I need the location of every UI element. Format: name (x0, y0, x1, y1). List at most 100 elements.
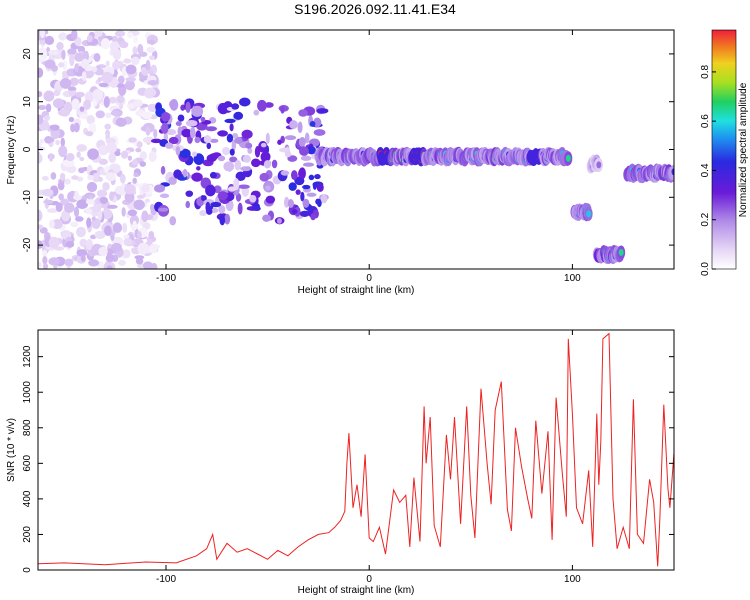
spectrogram-cell (169, 98, 179, 111)
spectrogram-cell (105, 142, 117, 154)
spectrogram-x-tick-label: 0 (366, 273, 372, 284)
spectrogram-cell (58, 193, 65, 201)
spectrogram-cell (154, 184, 166, 193)
spectrogram-cell (206, 142, 212, 150)
colorbar-gradient (711, 29, 737, 270)
spectrogram-cell (76, 151, 81, 159)
spectrogram-cell (58, 145, 68, 158)
spectrogram-cell (78, 167, 85, 174)
spectrogram-cell (287, 155, 298, 162)
spectrogram-cell (185, 119, 198, 127)
spectrogram-cell (313, 129, 326, 136)
spectrogram-cell (181, 128, 192, 138)
snr-background (38, 330, 674, 570)
spectrogram-cell (217, 191, 229, 201)
snr-y-tick-label: 600 (22, 455, 33, 472)
spectrogram-cell (44, 115, 51, 122)
spectrogram-cell (226, 133, 234, 143)
spectrogram-cell (306, 192, 317, 197)
spectrogram-cell (229, 156, 238, 163)
spectrogram-cell (229, 123, 234, 132)
spectrogram-cell (132, 100, 143, 108)
snr-x-tick-label: 100 (564, 574, 581, 585)
spectrogram-cell (112, 48, 122, 61)
spectrogram-cell (111, 242, 122, 253)
spectrogram-cell (67, 48, 77, 55)
spectrogram-cell (39, 30, 46, 39)
spectrogram-image (38, 30, 674, 269)
spectrogram-cell (97, 77, 103, 82)
spectrogram-cell (249, 194, 257, 203)
snr-y-label: SNR (10 * v/v) (6, 418, 17, 482)
spectrogram-cell (38, 224, 44, 230)
spectrogram-cell (38, 261, 42, 269)
spectrogram-cell (65, 240, 75, 248)
spectrogram-cell (159, 193, 170, 199)
spectrogram-cell (38, 209, 43, 222)
spectrogram-cell (73, 206, 80, 218)
colorbar-tick-label: 0.4 (700, 163, 711, 177)
spectrogram-cell (276, 218, 282, 224)
spectrogram-cell (175, 121, 182, 127)
spectrogram-cell (67, 86, 77, 91)
spectrogram-cell (76, 144, 88, 152)
spectrogram-cell (315, 198, 321, 205)
spectrogram-y-tick-label: 20 (22, 48, 33, 60)
spectrogram-cell (263, 160, 272, 169)
spectrogram-cell (141, 210, 149, 223)
spectrogram-cell (59, 78, 72, 89)
spectrogram-cell (264, 185, 271, 191)
spectrogram-cell (141, 69, 149, 76)
spectrogram-cell (199, 209, 207, 217)
spectrogram-cell (86, 181, 98, 193)
snr-y-tick-label: 0 (22, 567, 33, 573)
spectrogram-cell (76, 226, 86, 238)
spectrogram-cell (240, 166, 252, 172)
spectrogram-cell (237, 184, 250, 189)
spectrogram-cell (254, 146, 261, 158)
snr-frame (37, 329, 675, 571)
snr-y-tick-label: 1200 (22, 345, 33, 368)
colorbar: 0.0 0.2 0.4 0.6 0.8 Normalized spectral ampl… (700, 29, 749, 276)
spectrogram-cell (133, 199, 145, 211)
spectrogram-cell (88, 122, 97, 134)
spectrogram-cell (59, 172, 66, 181)
spectrogram-cell (200, 116, 206, 122)
snr-y-tick-label: 1000 (22, 381, 33, 404)
spectrogram-cell (160, 165, 166, 175)
spectrogram-cell (232, 132, 239, 139)
spectrogram-cell (110, 110, 120, 116)
spectrogram-cell (218, 205, 226, 214)
spectrogram-cell (308, 174, 315, 181)
spectrogram-cell (74, 36, 82, 47)
snr-x-tick-label: -100 (156, 574, 176, 585)
spectrogram-cell (141, 111, 153, 120)
spectrogram-cell (191, 172, 203, 182)
spectrogram-cell (287, 199, 294, 208)
spectrogram-cell (300, 191, 305, 202)
spectrogram-cell (586, 210, 592, 218)
spectrogram-cell (86, 114, 95, 125)
spectrogram-cell (168, 176, 177, 185)
spectrogram-cell (90, 234, 97, 240)
spectrogram-cell (124, 79, 135, 91)
spectrogram-cell (304, 132, 310, 144)
spectrogram-cell (86, 217, 92, 228)
spectrogram-cell (125, 77, 137, 82)
spectrogram-cell (105, 172, 116, 182)
spectrogram-cell (79, 156, 85, 162)
spectrogram-cell (104, 225, 112, 236)
spectrogram-cell (76, 249, 88, 257)
spectrogram-cell (139, 161, 147, 167)
spectrogram-cell (75, 91, 85, 98)
spectrogram-cell (38, 104, 47, 111)
spectrogram-cell (160, 112, 171, 122)
spectrogram-cell (310, 213, 316, 221)
snr-y-axis: 0 200 400 600 800 1000 1200 (22, 345, 674, 573)
spectrogram-cell (44, 59, 56, 69)
spectrogram-cell (136, 141, 143, 149)
spectrogram-cell (298, 109, 308, 117)
spectrogram-cell (38, 153, 43, 164)
spectrogram-cell (223, 161, 235, 172)
spectrogram-cell (43, 199, 54, 204)
